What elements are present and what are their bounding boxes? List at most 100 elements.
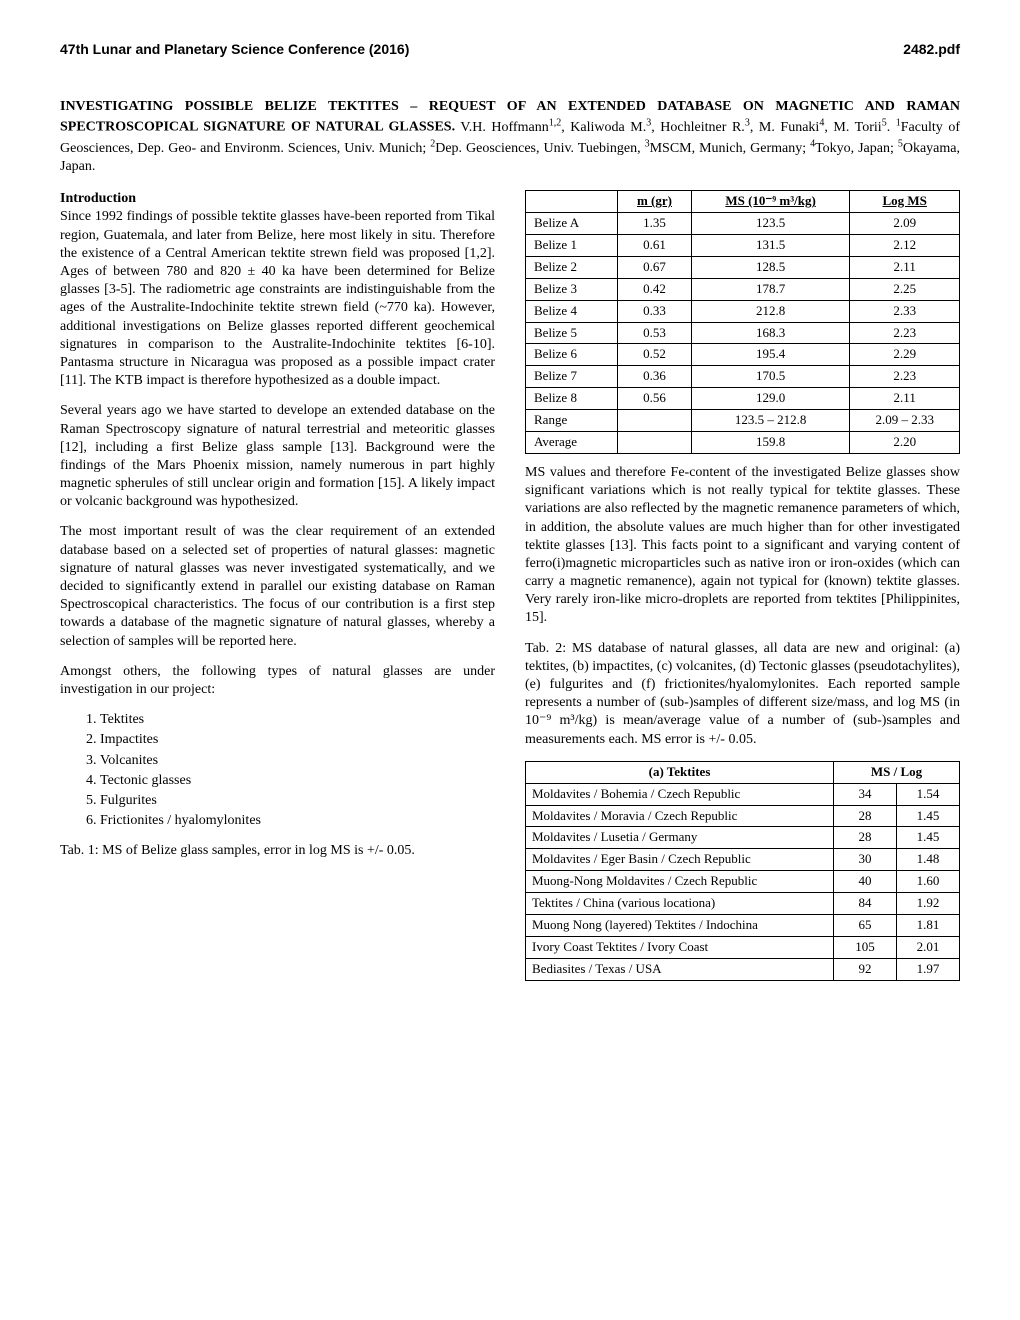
table-cell: 1.81	[897, 914, 960, 936]
table-1-caption: Tab. 1: MS of Belize glass samples, erro…	[60, 842, 495, 860]
author-text: V.H. Hoffmann	[460, 120, 548, 135]
table-cell: 2.20	[850, 432, 960, 454]
table-cell: 195.4	[691, 344, 850, 366]
left-column: Introduction Since 1992 findings of poss…	[60, 190, 495, 990]
table-cell: 2.23	[850, 366, 960, 388]
table-cell: 1.45	[897, 805, 960, 827]
table-cell: 2.25	[850, 278, 960, 300]
table-cell: Moldavites / Lusetia / Germany	[526, 827, 834, 849]
author-text: , M. Torii	[824, 120, 881, 135]
glass-types-list: TektitesImpactitesVolcanitesTectonic gla…	[100, 711, 495, 830]
table-cell: Belize 6	[526, 344, 618, 366]
table-row: Bediasites / Texas / USA921.97	[526, 958, 960, 980]
table-1-belize: m (gr)MS (10⁻⁹ m³/kg)Log MSBelize A1.351…	[525, 190, 960, 454]
table-cell: Moldavites / Moravia / Czech Republic	[526, 805, 834, 827]
author-text: , Hochleitner R.	[651, 120, 745, 135]
table-cell: 1.35	[618, 213, 692, 235]
table-header: m (gr)	[618, 191, 692, 213]
table-cell: 0.53	[618, 322, 692, 344]
table-cell: Belize 7	[526, 366, 618, 388]
table-cell: 1.45	[897, 827, 960, 849]
table-header: Log MS	[850, 191, 960, 213]
table-cell: 159.8	[691, 432, 850, 454]
intro-paragraph-1: Since 1992 findings of possible tektite …	[60, 209, 495, 388]
table-header: (a) Tektites	[526, 761, 834, 783]
table-row: Belize 80.56129.02.11	[526, 388, 960, 410]
table-cell: 131.5	[691, 235, 850, 257]
table-cell: Muong-Nong Moldavites / Czech Republic	[526, 871, 834, 893]
list-item: Tektites	[100, 711, 495, 729]
table-2-caption: Tab. 2: MS database of natural glasses, …	[525, 640, 960, 749]
table-cell: 1.92	[897, 893, 960, 915]
table-cell: 28	[834, 805, 897, 827]
aff-text: Tokyo, Japan;	[815, 141, 898, 156]
table-row: Moldavites / Moravia / Czech Republic281…	[526, 805, 960, 827]
table-cell: 0.52	[618, 344, 692, 366]
table-row: Moldavites / Eger Basin / Czech Republic…	[526, 849, 960, 871]
table-header	[526, 191, 618, 213]
table-cell: 2.23	[850, 322, 960, 344]
table-cell: 28	[834, 827, 897, 849]
table-row: Belize 10.61131.52.12	[526, 235, 960, 257]
table-header: MS (10⁻⁹ m³/kg)	[691, 191, 850, 213]
table-row: Belize 50.53168.32.23	[526, 322, 960, 344]
list-item: Fulgurites	[100, 792, 495, 810]
table-header: MS / Log	[834, 761, 960, 783]
table-row: Muong Nong (layered) Tektites / Indochin…	[526, 914, 960, 936]
table-cell: 1.60	[897, 871, 960, 893]
aff-text: Dep. Geosciences, Univ. Tuebingen,	[435, 141, 644, 156]
intro-heading: Introduction	[60, 191, 136, 206]
table-cell: 40	[834, 871, 897, 893]
table-cell: 129.0	[691, 388, 850, 410]
table-cell: Range	[526, 410, 618, 432]
table-cell: Muong Nong (layered) Tektites / Indochin…	[526, 914, 834, 936]
table-cell: 34	[834, 783, 897, 805]
table-cell: Average	[526, 432, 618, 454]
table-cell: 2.09	[850, 213, 960, 235]
table-row: Tektites / China (various locationa)841.…	[526, 893, 960, 915]
table-cell: Moldavites / Eger Basin / Czech Republic	[526, 849, 834, 871]
table-cell: 2.11	[850, 256, 960, 278]
table-cell: 92	[834, 958, 897, 980]
intro-paragraph-4: Amongst others, the following types of n…	[60, 663, 495, 699]
list-item: Impactites	[100, 731, 495, 749]
table-cell: Belize 2	[526, 256, 618, 278]
author-sup: 1,2	[549, 117, 562, 128]
table-row: Moldavites / Bohemia / Czech Republic341…	[526, 783, 960, 805]
table-cell: 2.11	[850, 388, 960, 410]
table-cell: 170.5	[691, 366, 850, 388]
table-cell: Belize A	[526, 213, 618, 235]
table-row: Belize 40.33212.82.33	[526, 300, 960, 322]
table-cell: 1.54	[897, 783, 960, 805]
table-cell: 168.3	[691, 322, 850, 344]
table-cell	[618, 410, 692, 432]
table-cell: 2.01	[897, 936, 960, 958]
table-cell: Bediasites / Texas / USA	[526, 958, 834, 980]
table-cell: 178.7	[691, 278, 850, 300]
table-row: Belize 70.36170.52.23	[526, 366, 960, 388]
table-cell: 105	[834, 936, 897, 958]
title-block: INVESTIGATING POSSIBLE BELIZE TEKTITES –…	[60, 98, 960, 176]
table-cell: Ivory Coast Tektites / Ivory Coast	[526, 936, 834, 958]
table-cell: Belize 8	[526, 388, 618, 410]
author-text: , M. Funaki	[750, 120, 820, 135]
table-cell: 0.36	[618, 366, 692, 388]
table-row: Belize 60.52195.42.29	[526, 344, 960, 366]
table-row: Belize A1.35123.52.09	[526, 213, 960, 235]
table-cell: 0.61	[618, 235, 692, 257]
table-cell: Belize 4	[526, 300, 618, 322]
author-text: .	[887, 120, 896, 135]
table-cell	[618, 432, 692, 454]
table-2-tektites: (a) TektitesMS / LogMoldavites / Bohemia…	[525, 761, 960, 981]
table-cell: 2.29	[850, 344, 960, 366]
table-cell: 2.09 – 2.33	[850, 410, 960, 432]
intro-paragraph-2: Several years ago we have started to dev…	[60, 402, 495, 511]
author-text: , Kaliwoda M.	[561, 120, 646, 135]
table-row: Average 159.82.20	[526, 432, 960, 454]
aff-text: MSCM, Munich, Germany;	[650, 141, 810, 156]
right-column: m (gr)MS (10⁻⁹ m³/kg)Log MSBelize A1.351…	[525, 190, 960, 990]
table-row: Belize 20.67128.52.11	[526, 256, 960, 278]
list-item: Frictionites / hyalomylonites	[100, 812, 495, 830]
table-cell: 128.5	[691, 256, 850, 278]
table-cell: Belize 1	[526, 235, 618, 257]
